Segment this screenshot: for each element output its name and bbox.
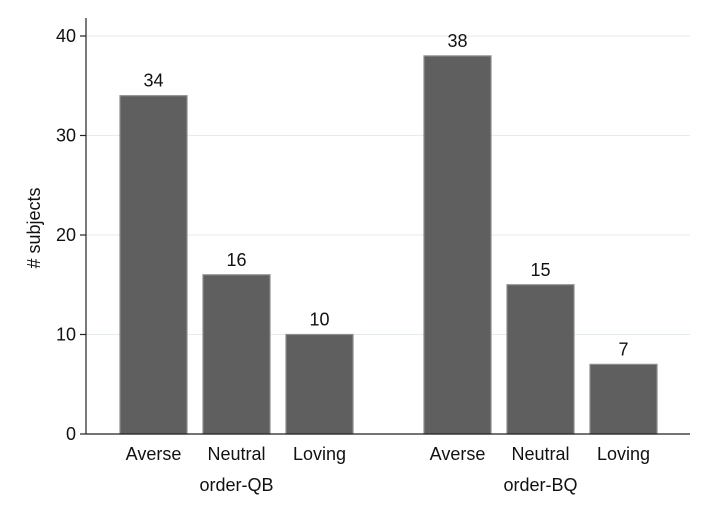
category-label: Averse [430, 444, 486, 464]
bar [506, 284, 575, 435]
bar-value-label: 34 [143, 71, 163, 91]
y-tick-label: 20 [56, 225, 76, 245]
y-tick-label: 40 [56, 26, 76, 46]
bar-value-label: 38 [447, 31, 467, 51]
y-tick-label: 10 [56, 325, 76, 345]
category-label: Loving [293, 444, 346, 464]
group-label: order-BQ [503, 475, 577, 495]
bar [202, 274, 271, 435]
x-labels: Averse Neutral Loving order-QB Averse Neutral… [126, 444, 650, 495]
category-label: Loving [597, 444, 650, 464]
bar [423, 55, 492, 435]
y-ticks: 0 10 20 30 40 [56, 26, 86, 444]
y-axis-label: # subjects [24, 187, 44, 268]
bars: 34 16 10 38 15 7 [119, 31, 658, 435]
category-label: Neutral [511, 444, 569, 464]
bar-value-label: 7 [618, 339, 628, 359]
bar [589, 363, 658, 435]
y-tick-label: 0 [66, 424, 76, 444]
y-tick-label: 30 [56, 126, 76, 146]
category-label: Neutral [207, 444, 265, 464]
bar-value-label: 16 [226, 250, 246, 270]
bar [119, 95, 188, 435]
group-label: order-QB [199, 475, 273, 495]
bar-value-label: 15 [530, 260, 550, 280]
bar [285, 333, 354, 435]
axes [85, 18, 690, 435]
category-label: Averse [126, 444, 182, 464]
bar-value-label: 10 [309, 310, 329, 330]
